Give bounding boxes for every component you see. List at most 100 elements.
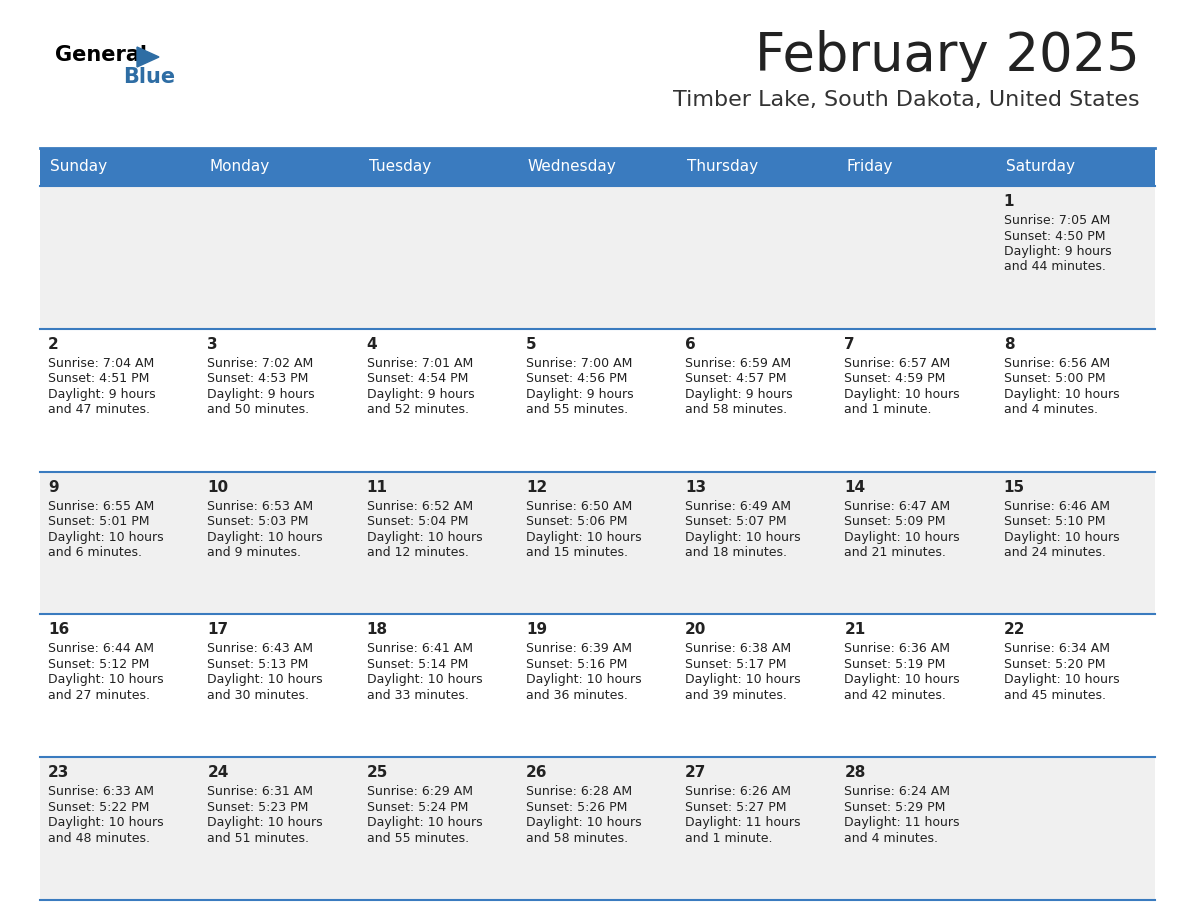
Text: and 27 minutes.: and 27 minutes. (48, 688, 150, 702)
Text: Sunrise: 6:24 AM: Sunrise: 6:24 AM (845, 785, 950, 798)
Text: Sunset: 5:00 PM: Sunset: 5:00 PM (1004, 373, 1105, 386)
Bar (40, 329, 1155, 472)
Text: 22: 22 (1004, 622, 1025, 637)
Bar (200, 148, 359, 186)
Text: Blue: Blue (124, 67, 175, 87)
Text: and 52 minutes.: and 52 minutes. (367, 403, 468, 416)
Text: Sunrise: 6:46 AM: Sunrise: 6:46 AM (1004, 499, 1110, 512)
Text: Saturday: Saturday (1006, 160, 1075, 174)
Text: Sunset: 5:16 PM: Sunset: 5:16 PM (526, 658, 627, 671)
Text: and 4 minutes.: and 4 minutes. (1004, 403, 1098, 416)
Text: 19: 19 (526, 622, 546, 637)
Text: Sunset: 5:10 PM: Sunset: 5:10 PM (1004, 515, 1105, 528)
Text: 6: 6 (685, 337, 696, 352)
Text: 4: 4 (367, 337, 378, 352)
Text: and 58 minutes.: and 58 minutes. (526, 832, 628, 845)
Bar (996, 148, 1155, 186)
Text: 24: 24 (207, 766, 228, 780)
Text: Daylight: 10 hours: Daylight: 10 hours (367, 531, 482, 543)
Text: Daylight: 10 hours: Daylight: 10 hours (367, 674, 482, 687)
Text: Daylight: 10 hours: Daylight: 10 hours (845, 674, 960, 687)
Text: Sunrise: 7:05 AM: Sunrise: 7:05 AM (1004, 214, 1110, 227)
Text: Sunset: 5:03 PM: Sunset: 5:03 PM (207, 515, 309, 528)
Text: Sunrise: 6:49 AM: Sunrise: 6:49 AM (685, 499, 791, 512)
Text: Sunrise: 6:43 AM: Sunrise: 6:43 AM (207, 643, 314, 655)
Text: Daylight: 9 hours: Daylight: 9 hours (48, 387, 156, 401)
Text: 3: 3 (207, 337, 217, 352)
Text: Daylight: 10 hours: Daylight: 10 hours (1004, 387, 1119, 401)
Text: Daylight: 11 hours: Daylight: 11 hours (845, 816, 960, 829)
Text: and 55 minutes.: and 55 minutes. (367, 832, 469, 845)
Text: Sunrise: 7:00 AM: Sunrise: 7:00 AM (526, 357, 632, 370)
Text: Friday: Friday (846, 160, 893, 174)
Text: Sunrise: 6:36 AM: Sunrise: 6:36 AM (845, 643, 950, 655)
Text: Sunrise: 6:57 AM: Sunrise: 6:57 AM (845, 357, 950, 370)
Bar (40, 148, 200, 186)
Text: Sunrise: 6:26 AM: Sunrise: 6:26 AM (685, 785, 791, 798)
Text: Sunset: 4:53 PM: Sunset: 4:53 PM (207, 373, 309, 386)
Text: Sunset: 5:22 PM: Sunset: 5:22 PM (48, 800, 150, 813)
Text: Daylight: 10 hours: Daylight: 10 hours (48, 531, 164, 543)
Text: Sunset: 5:23 PM: Sunset: 5:23 PM (207, 800, 309, 813)
Text: Sunrise: 7:01 AM: Sunrise: 7:01 AM (367, 357, 473, 370)
Text: Daylight: 9 hours: Daylight: 9 hours (526, 387, 633, 401)
Text: Daylight: 10 hours: Daylight: 10 hours (685, 674, 801, 687)
Text: and 45 minutes.: and 45 minutes. (1004, 688, 1106, 702)
Text: Sunset: 5:14 PM: Sunset: 5:14 PM (367, 658, 468, 671)
Text: Daylight: 10 hours: Daylight: 10 hours (526, 531, 642, 543)
Polygon shape (137, 47, 159, 67)
Text: and 51 minutes.: and 51 minutes. (207, 832, 309, 845)
Text: Daylight: 11 hours: Daylight: 11 hours (685, 816, 801, 829)
Bar (40, 472, 1155, 614)
Bar (359, 148, 518, 186)
Bar (40, 614, 1155, 757)
Text: Daylight: 10 hours: Daylight: 10 hours (367, 816, 482, 829)
Text: and 21 minutes.: and 21 minutes. (845, 546, 947, 559)
Text: and 1 minute.: and 1 minute. (845, 403, 931, 416)
Text: Daylight: 10 hours: Daylight: 10 hours (1004, 674, 1119, 687)
Text: Sunset: 5:24 PM: Sunset: 5:24 PM (367, 800, 468, 813)
Text: Sunrise: 6:38 AM: Sunrise: 6:38 AM (685, 643, 791, 655)
Text: Timber Lake, South Dakota, United States: Timber Lake, South Dakota, United States (674, 90, 1140, 110)
Text: Sunset: 4:50 PM: Sunset: 4:50 PM (1004, 230, 1105, 242)
Text: Sunset: 4:54 PM: Sunset: 4:54 PM (367, 373, 468, 386)
Text: Sunrise: 7:02 AM: Sunrise: 7:02 AM (207, 357, 314, 370)
Text: Thursday: Thursday (687, 160, 758, 174)
Text: Sunset: 4:59 PM: Sunset: 4:59 PM (845, 373, 946, 386)
Text: 20: 20 (685, 622, 707, 637)
Text: and 18 minutes.: and 18 minutes. (685, 546, 788, 559)
Text: Sunset: 5:06 PM: Sunset: 5:06 PM (526, 515, 627, 528)
Text: Daylight: 10 hours: Daylight: 10 hours (207, 674, 323, 687)
Text: Sunday: Sunday (50, 160, 107, 174)
Bar (518, 148, 677, 186)
Text: 27: 27 (685, 766, 707, 780)
Text: and 47 minutes.: and 47 minutes. (48, 403, 150, 416)
Text: Sunrise: 6:33 AM: Sunrise: 6:33 AM (48, 785, 154, 798)
Text: Sunset: 5:07 PM: Sunset: 5:07 PM (685, 515, 786, 528)
Text: 26: 26 (526, 766, 548, 780)
Text: Sunset: 5:12 PM: Sunset: 5:12 PM (48, 658, 150, 671)
Text: Sunset: 5:04 PM: Sunset: 5:04 PM (367, 515, 468, 528)
Text: 13: 13 (685, 479, 707, 495)
Text: Sunset: 4:56 PM: Sunset: 4:56 PM (526, 373, 627, 386)
Text: and 6 minutes.: and 6 minutes. (48, 546, 143, 559)
Text: 9: 9 (48, 479, 58, 495)
Text: Sunrise: 6:53 AM: Sunrise: 6:53 AM (207, 499, 314, 512)
Text: Sunrise: 6:29 AM: Sunrise: 6:29 AM (367, 785, 473, 798)
Text: Sunset: 4:51 PM: Sunset: 4:51 PM (48, 373, 150, 386)
Text: Daylight: 9 hours: Daylight: 9 hours (1004, 245, 1111, 258)
Text: and 36 minutes.: and 36 minutes. (526, 688, 627, 702)
Text: 18: 18 (367, 622, 387, 637)
Bar (677, 148, 836, 186)
Text: 11: 11 (367, 479, 387, 495)
Text: Daylight: 10 hours: Daylight: 10 hours (207, 531, 323, 543)
Text: 25: 25 (367, 766, 388, 780)
Text: Daylight: 10 hours: Daylight: 10 hours (526, 816, 642, 829)
Text: 21: 21 (845, 622, 866, 637)
Text: and 12 minutes.: and 12 minutes. (367, 546, 468, 559)
Text: Daylight: 9 hours: Daylight: 9 hours (207, 387, 315, 401)
Text: Sunrise: 6:52 AM: Sunrise: 6:52 AM (367, 499, 473, 512)
Text: Sunrise: 6:41 AM: Sunrise: 6:41 AM (367, 643, 473, 655)
Text: and 55 minutes.: and 55 minutes. (526, 403, 628, 416)
Text: and 4 minutes.: and 4 minutes. (845, 832, 939, 845)
